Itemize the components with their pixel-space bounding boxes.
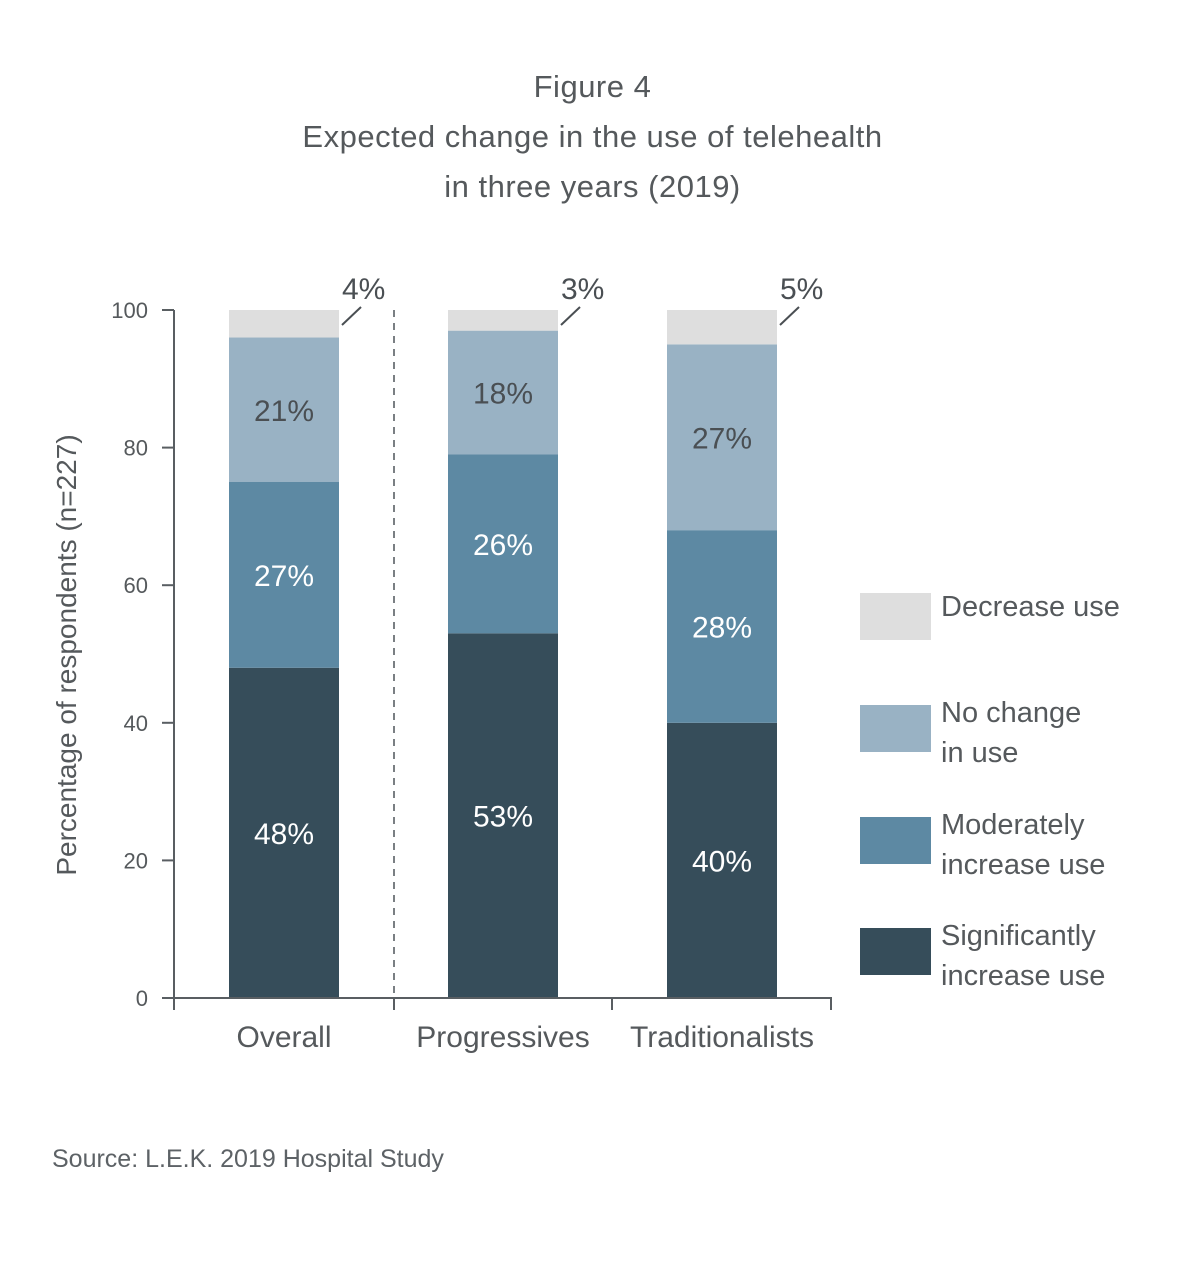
y-tick-label-80: 80 <box>124 436 148 461</box>
data-label-overall-series-1: 27% <box>254 560 314 593</box>
x-tick-label-overall: Overall <box>236 1021 331 1054</box>
legend-label-decrease-line1: Decrease use <box>941 591 1120 623</box>
bar-traditionalists-series-3 <box>667 310 777 345</box>
data-label-traditionalists-series-2: 27% <box>692 422 752 455</box>
y-tick-label-20: 20 <box>124 848 148 873</box>
title-line-3: in three years (2019) <box>444 169 741 204</box>
leader-line-overall <box>341 306 362 326</box>
bar-progressives-series-1 <box>448 454 558 634</box>
y-tick-label-100: 100 <box>111 298 148 323</box>
data-label-progressives-series-0: 53% <box>473 801 533 834</box>
y-tick-label-0: 0 <box>136 986 148 1011</box>
data-label-progressives-series-3: 3% <box>561 273 604 306</box>
y-tick-label-40: 40 <box>124 711 148 736</box>
legend-label-nochange: No change in use <box>941 693 1161 773</box>
bar-overall-series-2 <box>229 337 339 482</box>
data-label-overall-series-3: 4% <box>342 273 385 306</box>
x-tick-label-traditionalists: Traditionalists <box>630 1021 814 1054</box>
legend-label-moderate-line1: Moderately <box>941 809 1085 841</box>
bar-traditionalists-series-2 <box>667 344 777 531</box>
legend-swatch-decrease <box>860 593 931 640</box>
data-label-traditionalists-series-1: 28% <box>692 611 752 644</box>
legend-label-significant-line1: Significantly <box>941 920 1096 952</box>
bar-progressives-series-3 <box>448 310 558 331</box>
bar-traditionalists-series-1 <box>667 530 777 723</box>
legend-label-moderate-line2: increase use <box>941 849 1106 881</box>
leader-line-progressives <box>560 306 581 326</box>
legend-label-nochange-line2: in use <box>941 737 1019 769</box>
y-axis-label: Percentage of respondents (n=227) <box>51 434 82 875</box>
data-label-traditionalists-series-3: 5% <box>780 273 823 306</box>
source-note: Source: L.E.K. 2019 Hospital Study <box>52 1145 444 1173</box>
data-label-overall-series-0: 48% <box>254 818 314 851</box>
leader-line-traditionalists <box>779 306 800 326</box>
legend-swatch-moderate <box>860 817 931 864</box>
x-tick-label-progressives: Progressives <box>416 1021 589 1054</box>
data-label-progressives-series-1: 26% <box>473 529 533 562</box>
bar-traditionalists-series-0 <box>667 722 777 998</box>
legend-swatch-significant <box>860 928 931 975</box>
y-tick-label-60: 60 <box>124 573 148 598</box>
bar-overall-series-3 <box>229 310 339 338</box>
bar-progressives-series-0 <box>448 633 558 998</box>
bar-overall-series-1 <box>229 482 339 668</box>
legend-swatch-nochange <box>860 705 931 752</box>
data-label-traditionalists-series-0: 40% <box>692 845 752 878</box>
bar-overall-series-0 <box>229 667 339 998</box>
data-label-overall-series-2: 21% <box>254 395 314 428</box>
bar-progressives-series-2 <box>448 330 558 455</box>
title-line-2: Expected change in the use of telehealth <box>302 119 883 154</box>
legend-label-significant-line2: increase use <box>941 960 1106 992</box>
legend-label-nochange-line1: No change <box>941 697 1082 729</box>
legend-label-moderate: Moderately increase use <box>941 805 1161 885</box>
title-line-1: Figure 4 <box>533 69 652 104</box>
chart-title: Figure 4 Expected change in the use of t… <box>0 62 1185 212</box>
legend-label-decrease: Decrease use <box>941 587 1161 627</box>
legend-label-significant: Significantly increase use <box>941 916 1161 996</box>
data-label-progressives-series-2: 18% <box>473 378 533 411</box>
